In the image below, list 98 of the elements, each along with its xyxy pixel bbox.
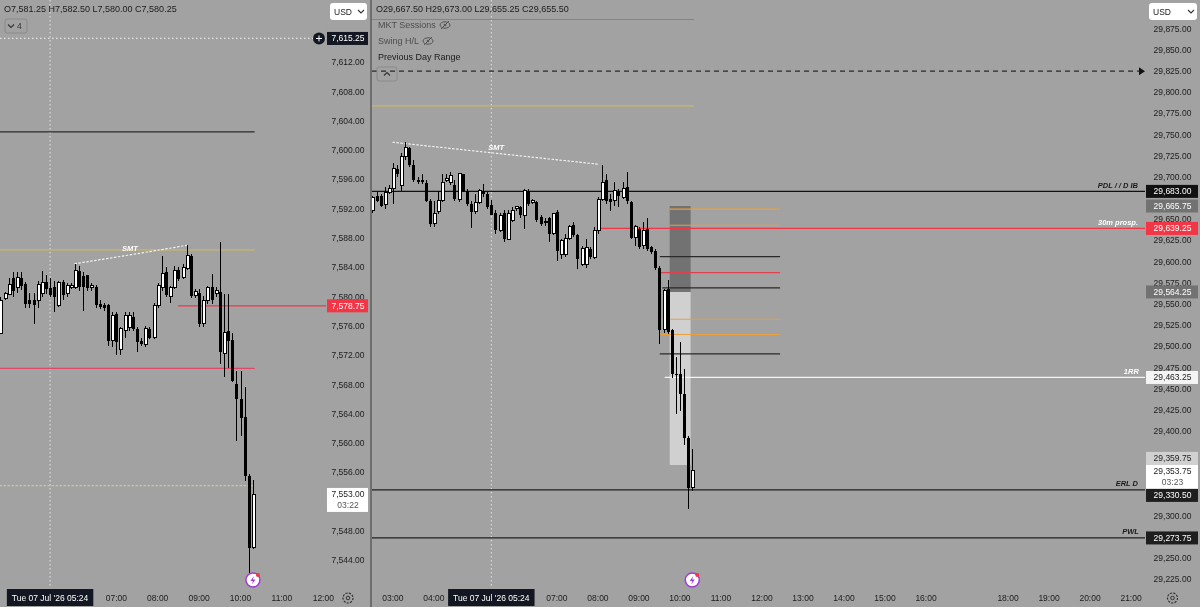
candlestick bbox=[654, 248, 657, 271]
x-tick-label: 03:00 bbox=[382, 593, 404, 603]
x-tick-label: 13:00 bbox=[792, 593, 814, 603]
data-label: 7,578.75 bbox=[331, 300, 365, 311]
data-label: 29,273.75 bbox=[1153, 532, 1192, 543]
text: 29,564.25 bbox=[1153, 286, 1192, 297]
chart-title: O7,581.25 H7,582.50 L7,580.00 C7,580.25 bbox=[4, 4, 177, 14]
y-tick-label: 7,568.00 bbox=[331, 379, 365, 390]
candlestick bbox=[56, 280, 61, 308]
y-tick-label: 7,580.00 bbox=[331, 291, 365, 302]
y-tick-label: 29,825.00 bbox=[1153, 66, 1192, 77]
y-tick-label: 29,525.00 bbox=[1153, 320, 1192, 331]
y-tick-label: 7,544.00 bbox=[331, 555, 365, 566]
y-tick-label: 7,572.00 bbox=[331, 350, 365, 361]
y-tick-label: 29,225.00 bbox=[1153, 574, 1192, 585]
text: 29,359.75 bbox=[1153, 453, 1192, 464]
y-tick-label: 29,750.00 bbox=[1153, 129, 1192, 140]
x-tick-label: 10:00 bbox=[669, 593, 691, 603]
x-tick-label: 09:00 bbox=[188, 593, 211, 603]
data-label: 29,330.50 bbox=[1153, 490, 1192, 501]
y-tick-label: 29,650.00 bbox=[1153, 214, 1192, 225]
dropdown-button: USD bbox=[1149, 3, 1197, 20]
y-tick-label: 7,604.00 bbox=[331, 115, 365, 126]
data-label: 29,683.00 bbox=[1153, 186, 1192, 197]
candlestick bbox=[235, 370, 238, 442]
y-tick-label: 29,400.00 bbox=[1153, 426, 1192, 437]
annotation: MKT Sessions bbox=[378, 20, 437, 30]
dropdown-button: USD bbox=[330, 3, 367, 20]
candlestick bbox=[127, 311, 132, 332]
x-tick-label: 14:00 bbox=[833, 593, 855, 603]
x-tick-label: 20:00 bbox=[1079, 593, 1101, 603]
candlestick bbox=[412, 159, 415, 183]
y-tick-label: 29,300.00 bbox=[1153, 510, 1192, 521]
y-tick-label: 29,700.00 bbox=[1153, 171, 1192, 182]
y-tick-label: 29,575.00 bbox=[1153, 277, 1192, 288]
y-tick-label: 29,850.00 bbox=[1153, 44, 1192, 55]
annotation: 4 bbox=[17, 21, 22, 31]
candlestick bbox=[136, 326, 139, 353]
x-tick-label: 18:00 bbox=[997, 593, 1019, 603]
y-tick-label: 7,600.00 bbox=[331, 145, 365, 156]
y-tick-label: 7,560.00 bbox=[331, 438, 365, 449]
x-tick-label: 19:00 bbox=[1038, 593, 1060, 603]
x-tick-label: 04:00 bbox=[423, 593, 445, 603]
y-tick-label: 29,475.00 bbox=[1153, 362, 1192, 373]
candlestick bbox=[49, 277, 52, 298]
x-tick-label: 09:00 bbox=[628, 593, 650, 603]
x-tick-label: 11:00 bbox=[710, 593, 732, 603]
ref-line-label: Tue 07 Jul '26 05:24 bbox=[11, 593, 89, 603]
x-tick-label: 08:00 bbox=[147, 593, 169, 603]
y-tick-label: 7,588.00 bbox=[331, 233, 365, 244]
y-tick-label: 29,450.00 bbox=[1153, 383, 1192, 394]
data-label: 29,463.25 bbox=[1153, 372, 1192, 383]
y-tick-label: 7,576.00 bbox=[331, 320, 365, 331]
x-tick-label: 07:00 bbox=[546, 593, 568, 603]
y-tick-label: 29,600.00 bbox=[1153, 256, 1192, 267]
y-tick-label: 29,425.00 bbox=[1153, 404, 1192, 415]
chart-title: O29,667.50 H29,673.00 L29,655.25 C29,655.50 bbox=[376, 4, 569, 14]
x-tick-label: 11:00 bbox=[271, 593, 293, 603]
candlestick bbox=[675, 356, 678, 415]
y-tick-label: 29,725.00 bbox=[1153, 150, 1192, 161]
y-tick-label: 29,550.00 bbox=[1153, 299, 1192, 310]
y-tick-label: 7,596.00 bbox=[331, 174, 365, 185]
y-tick-label: 7,612.00 bbox=[331, 57, 365, 68]
y-tick-label: 29,250.00 bbox=[1153, 553, 1192, 564]
candlestick bbox=[612, 181, 617, 207]
x-tick-label: 08:00 bbox=[587, 593, 609, 603]
text: 29,353.75 03:23 bbox=[1153, 466, 1192, 488]
x-tick-label: 16:00 bbox=[915, 593, 937, 603]
x-tick-label: 12:00 bbox=[751, 593, 773, 603]
y-tick-label: 29,625.00 bbox=[1153, 235, 1192, 246]
candlestick bbox=[679, 341, 682, 412]
ref-line-label: Tue 07 Jul '26 05:24 bbox=[453, 593, 530, 603]
y-tick-label: 29,875.00 bbox=[1153, 23, 1192, 34]
data-label: 29,639.25 bbox=[1153, 223, 1192, 234]
annotation: Swing H/L bbox=[378, 36, 420, 46]
y-tick-label: 7,592.00 bbox=[331, 203, 365, 214]
y-tick-label: 7,556.00 bbox=[331, 467, 365, 478]
y-tick-label: 29,800.00 bbox=[1153, 87, 1192, 98]
y-tick-label: 29,775.00 bbox=[1153, 108, 1192, 119]
x-tick-label: 07:00 bbox=[105, 593, 128, 603]
toggle-button: 4 bbox=[4, 18, 28, 34]
x-tick-label: 21:00 bbox=[1120, 593, 1142, 603]
candlestick bbox=[641, 221, 646, 250]
candlestick bbox=[425, 179, 428, 203]
annotation: Previous Day Range bbox=[378, 52, 461, 62]
y-tick-label: 29,500.00 bbox=[1153, 341, 1192, 352]
candlestick bbox=[24, 281, 27, 309]
x-tick-label: 15:00 bbox=[874, 593, 896, 603]
x-tick-label: 12:00 bbox=[312, 593, 335, 603]
ref-line-label: 7,615.25 bbox=[331, 33, 365, 44]
y-tick-label: 7,584.00 bbox=[331, 262, 365, 273]
text: 29,665.75 bbox=[1153, 200, 1192, 211]
text: 7,553.00 03:22 bbox=[331, 489, 365, 511]
candlestick bbox=[82, 271, 85, 312]
y-tick-label: 7,564.00 bbox=[331, 408, 365, 419]
y-tick-label: 7,608.00 bbox=[331, 86, 365, 97]
y-tick-label: 7,548.00 bbox=[331, 526, 365, 537]
x-tick-label: 10:00 bbox=[229, 593, 252, 603]
